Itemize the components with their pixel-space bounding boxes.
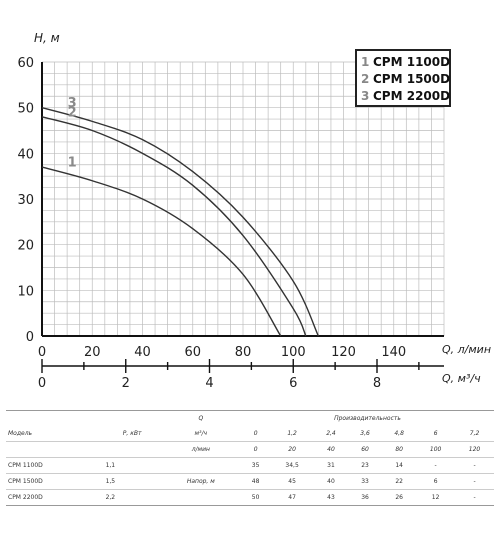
table-cell: 26 <box>382 489 417 506</box>
table-row-model: CPM 1100D <box>6 457 104 474</box>
legend-box <box>355 49 451 107</box>
x-tick-label: 80 <box>235 345 252 360</box>
table-cell: 33 <box>348 473 383 490</box>
series-line-1 <box>41 166 282 337</box>
legend-name-2: CPM 1500D <box>373 72 450 86</box>
table-cell: 0 <box>240 441 271 458</box>
y-tick-label: 0 <box>26 330 34 345</box>
table-cell: 12 <box>416 489 456 506</box>
x-tick-label: 140 <box>381 345 406 360</box>
series-label-3: 3 <box>68 96 77 111</box>
performance-table: Q Производительность Модель Р, кВт м³/ч … <box>6 410 494 506</box>
table-header-model: Модель <box>8 430 33 437</box>
table-cell: 1,2 <box>287 430 297 437</box>
table-cell: - <box>416 457 456 474</box>
table-header-q: Q <box>160 410 241 426</box>
table-cell: 20 <box>270 441 314 458</box>
table-cell: 22 <box>382 473 417 490</box>
table-row-model: CPM 1500D <box>6 473 104 490</box>
y-axis-label: H, м <box>34 31 60 45</box>
x-tick-label: 100 <box>281 345 306 360</box>
table-cell: 6 <box>433 430 438 437</box>
chart-curves <box>41 106 320 337</box>
x2-axis-label: Q, м³/ч <box>442 372 481 385</box>
table-cell: 80 <box>382 441 417 458</box>
y-tick-label: 30 <box>17 193 34 208</box>
table-cell: 7,2 <box>469 430 480 437</box>
table-cell: 100 <box>416 441 456 458</box>
legend: 1 CPM 1100D 2 CPM 1500D 3 CPM 2200D <box>355 49 451 107</box>
table-cell: 60 <box>348 441 383 458</box>
table-row-model: CPM 2200D <box>6 489 104 506</box>
series-line-2 <box>41 116 307 337</box>
y-tick-label: 40 <box>17 147 34 162</box>
table-cell: 2,4 <box>326 430 336 437</box>
table-cell: 6 <box>416 473 456 490</box>
table-cell: 34,5 <box>270 457 314 474</box>
y-tick-label: 10 <box>17 284 34 299</box>
table-cell: 40 <box>313 441 349 458</box>
table-cell: 48 <box>240 473 271 490</box>
table-cell: 45 <box>270 473 314 490</box>
table-header-lmin: л/мин <box>160 441 241 458</box>
y-tick-label: 50 <box>17 102 34 117</box>
x2-tick-label: 8 <box>373 376 381 391</box>
y-axis-ticks: 0 10 20 30 40 50 60 <box>17 56 34 345</box>
table-cell: 3,6 <box>360 430 370 437</box>
series-line-3 <box>41 106 320 337</box>
series-label-1: 1 <box>68 156 77 171</box>
x2-tick-label: 0 <box>38 376 46 391</box>
x-axis-ticks: 0 20 40 60 80 100 120 140 <box>38 345 406 360</box>
table-cell: 4,8 <box>394 430 404 437</box>
table-cell: 40 <box>313 473 349 490</box>
table-cell: 43 <box>313 489 349 506</box>
x2-tick-label: 2 <box>122 376 130 391</box>
table-cell: 35 <box>240 457 271 474</box>
curve-labels: 1 23 <box>68 96 77 170</box>
y-tick-label: 20 <box>17 239 34 254</box>
table-cell: 31 <box>313 457 349 474</box>
table-cell: 120 <box>455 441 494 458</box>
x-tick-label: 40 <box>134 345 151 360</box>
table-cell: 36 <box>348 489 383 506</box>
table-header-m3h: м³/ч <box>194 430 208 437</box>
table-row-power: 1,1 <box>103 457 161 474</box>
table-cell: 14 <box>382 457 417 474</box>
table-header-head: Напор, м <box>160 473 241 490</box>
x2-tick-label: 4 <box>205 376 213 391</box>
x-tick-label: 20 <box>84 345 101 360</box>
table-header-power: Р, кВт <box>122 430 142 437</box>
table-cell: 50 <box>240 489 271 506</box>
x-tick-label: 0 <box>38 345 46 360</box>
y-tick-label: 60 <box>17 56 34 71</box>
table-cell: 47 <box>270 489 314 506</box>
legend-num-3: 3 <box>361 89 369 103</box>
table-cell: - <box>455 473 494 490</box>
x2-tick-label: 6 <box>289 376 297 391</box>
secondary-x-axis: 0 2 4 6 8 <box>38 359 444 391</box>
series-label-2: 2 <box>68 105 77 120</box>
table-header-performance: Производительность <box>240 410 494 426</box>
table-cell: - <box>455 457 494 474</box>
legend-name-1: CPM 1100D <box>373 55 450 69</box>
table-row-power: 2,2 <box>103 489 161 506</box>
legend-num-2: 2 <box>361 72 369 86</box>
x-axis-label: Q, л/мин <box>442 343 491 356</box>
x-tick-label: 60 <box>184 345 201 360</box>
x-tick-label: 120 <box>331 345 356 360</box>
legend-num-1: 1 <box>361 55 369 69</box>
table-cell: 0 <box>253 430 258 437</box>
chart-grid <box>41 61 445 337</box>
table-row-power: 1,5 <box>103 473 161 490</box>
table-cell: - <box>455 489 494 506</box>
legend-name-3: CPM 2200D <box>373 89 450 103</box>
table-cell: 23 <box>348 457 383 474</box>
